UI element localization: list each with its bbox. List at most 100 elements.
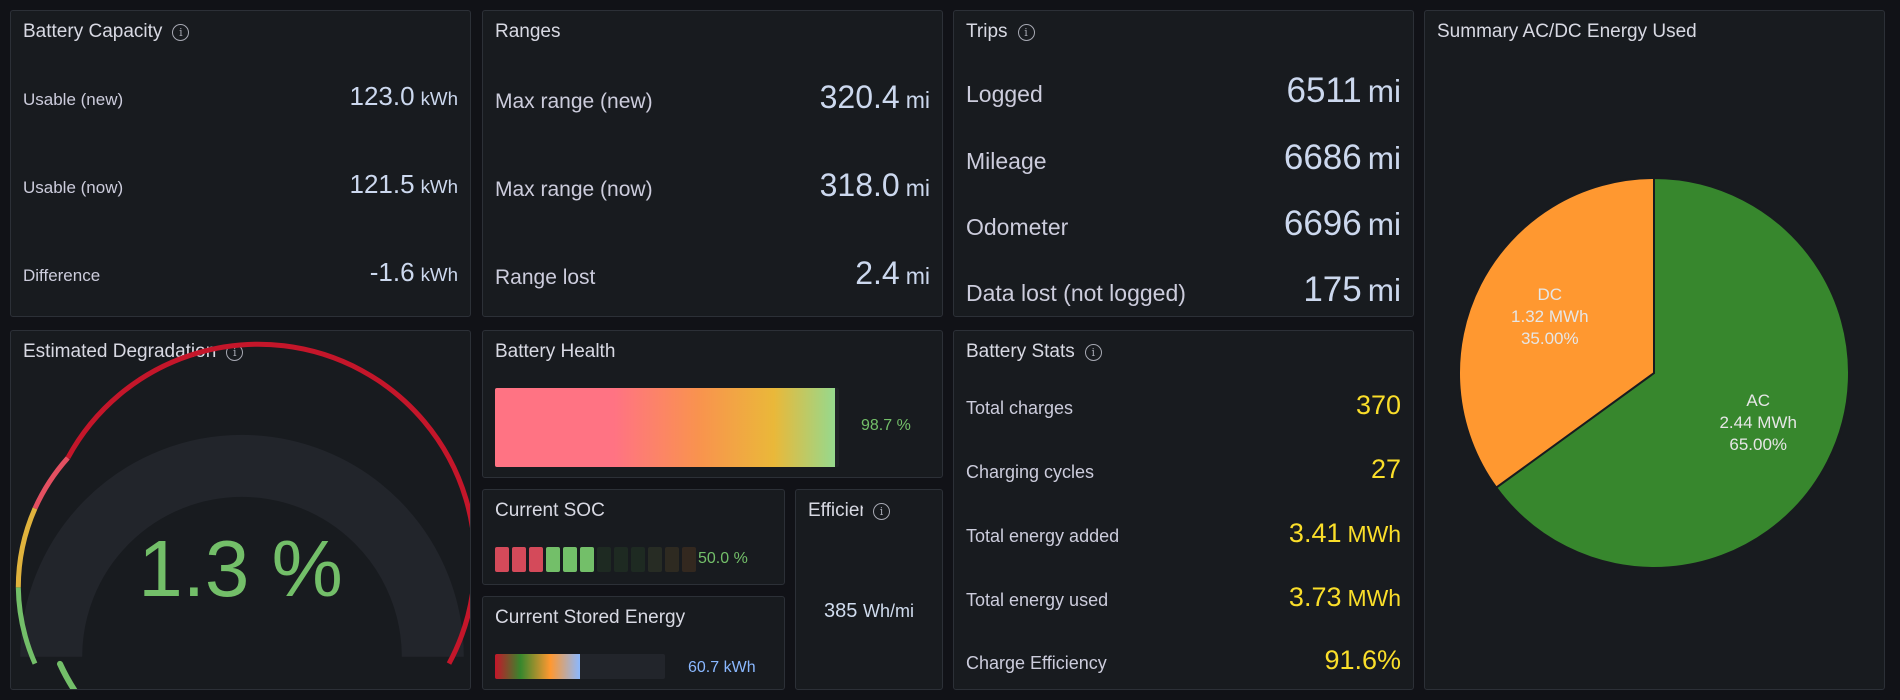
battery-capacity-title: Battery Capacity i (23, 21, 190, 43)
stat-label: Total energy used (966, 590, 1109, 610)
stat-label: Charge Efficiency (966, 653, 1107, 673)
stat-label: Logged (966, 81, 1043, 107)
soc-segment (495, 547, 509, 572)
stat-label: Usable (new) (23, 90, 124, 109)
soc-segment (682, 547, 696, 572)
stat-row: Usable (now) 121.5 kWh (23, 169, 458, 200)
stat-label: Range lost (495, 266, 596, 289)
battery-stats-panel: Battery Stats i Total charges 370 Chargi… (953, 330, 1414, 690)
stat-label: Max range (new) (495, 90, 653, 113)
degradation-panel: Estimated Degradation i 1.3 % (10, 330, 471, 690)
pie-label-ac: AC (1746, 391, 1770, 410)
stat-value: 6686 mi (1283, 138, 1401, 177)
stat-row: Charging cycles 27 (966, 454, 1401, 485)
stat-value: 3.73 MWh (1288, 582, 1401, 612)
current-soc-title: Current SOC (495, 500, 605, 521)
info-icon[interactable]: i (1084, 343, 1102, 361)
degradation-value: 1.3 % (138, 524, 343, 613)
stat-row: Total energy used 3.73 MWh (966, 582, 1401, 613)
current-soc-panel: Current SOC 50.0 % (482, 489, 785, 585)
stat-row: Range lost 2.4 mi (495, 255, 930, 292)
stat-value: 370 (1355, 390, 1401, 420)
soc-segment (512, 547, 526, 572)
stat-row: Max range (new) 320.4 mi (495, 79, 930, 116)
efficiency-title: Efficiency i (808, 500, 932, 522)
stored-energy-bar-track (495, 654, 665, 679)
stat-label: Odometer (966, 214, 1069, 240)
soc-segment (648, 547, 662, 572)
pie-slice-dc[interactable] (1458, 176, 1655, 490)
pie-label-dc: 1.32 MWh (1511, 307, 1588, 326)
soc-segment (665, 547, 679, 572)
ranges-title: Ranges (495, 21, 561, 42)
stat-value: 318.0 mi (819, 167, 930, 203)
soc-segment (597, 547, 611, 572)
stat-row: Total energy added 3.41 MWh (966, 518, 1401, 549)
stat-value: 6511 mi (1286, 71, 1401, 110)
battery-health-bar (495, 388, 835, 467)
soc-segment (631, 547, 645, 572)
stat-value: 123.0 kWh (349, 81, 459, 111)
stored-energy-title: Current Stored Energy (495, 607, 686, 628)
soc-segment (546, 547, 560, 572)
stat-value: -1.6 kWh (369, 257, 458, 287)
stat-label: Max range (now) (495, 178, 653, 201)
stat-label: Data lost (not logged) (966, 280, 1186, 306)
battery-health-title: Battery Health (495, 341, 616, 362)
stat-value: 320.4 mi (819, 79, 930, 115)
battery-health-bar-track (495, 388, 839, 467)
stat-value: 3.41 MWh (1288, 518, 1401, 548)
degradation-gauge (15, 341, 470, 689)
soc-segment-bar (495, 547, 696, 572)
trips-title: Trips i (966, 21, 1035, 43)
stat-row: Logged 6511 mi (966, 71, 1401, 111)
battery-health-value: 98.7 % (861, 417, 911, 434)
stat-value: 27 (1370, 454, 1401, 484)
pie-label-ac: 65.00% (1729, 435, 1787, 454)
summary-energy-panel: Summary AC/DC Energy Used AC 2.44 MWh 65.0… (1424, 10, 1885, 690)
pie-slice-ac[interactable] (1494, 176, 1850, 569)
gauge-threshold-yellow (15, 507, 38, 588)
stat-label: Mileage (966, 148, 1047, 174)
info-icon[interactable]: i (1017, 23, 1035, 41)
pie-label-ac: 2.44 MWh (1719, 413, 1796, 432)
stat-row: Odometer 6696 mi (966, 204, 1401, 244)
soc-segment (614, 547, 628, 572)
pie-label-dc: 35.00% (1521, 329, 1579, 348)
gauge-threshold-red (65, 341, 470, 665)
info-icon[interactable]: i (172, 23, 190, 41)
info-icon[interactable]: i (873, 502, 890, 520)
summary-title: Summary AC/DC Energy Used (1437, 21, 1697, 42)
stat-value: 121.5 kWh (349, 169, 459, 199)
efficiency-panel: Efficiency i 385 Wh/mi (795, 489, 943, 690)
trips-panel: Trips i Logged 6511 mi Mileage 6686 mi Odo… (953, 10, 1414, 317)
battery-health-panel: Battery Health 98.7 % (482, 330, 943, 478)
gauge-value-arc (57, 660, 78, 689)
degradation-title: Estimated Degradation i (23, 341, 244, 363)
stored-energy-bar (495, 654, 580, 679)
stat-label: Usable (now) (23, 178, 124, 197)
battery-stats-title: Battery Stats i (966, 341, 1102, 363)
stat-row: Difference -1.6 kWh (23, 257, 458, 288)
stat-label: Total charges (966, 398, 1074, 418)
stat-label: Difference (23, 266, 101, 285)
stored-energy-value: 60.7 kWh (688, 659, 756, 676)
battery-capacity-panel: Battery Capacity i Usable (new) 123.0 kWh… (10, 10, 471, 317)
stat-value: 175 mi (1303, 270, 1401, 309)
gauge-threshold-green (15, 587, 38, 665)
stat-row: Mileage 6686 mi (966, 138, 1401, 178)
stat-row: Max range (now) 318.0 mi (495, 167, 930, 204)
stat-value: 91.6% (1324, 645, 1401, 675)
stat-label: Charging cycles (966, 462, 1095, 482)
stat-value: 6696 mi (1283, 204, 1401, 243)
gauge-track (20, 435, 464, 658)
ranges-panel: Ranges Max range (new) 320.4 mi Max range… (482, 10, 943, 317)
pie-label-dc: DC (1538, 285, 1563, 304)
stat-row: Charge Efficiency 91.6% (966, 645, 1401, 676)
stat-value: 2.4 mi (855, 255, 930, 291)
stored-energy-panel: Current Stored Energy 60.7 kWh (482, 596, 785, 690)
efficiency-value: 385 Wh/mi (824, 600, 914, 622)
stat-row: Total charges 370 (966, 390, 1401, 421)
soc-segment (563, 547, 577, 572)
stat-label: Total energy added (966, 526, 1120, 546)
